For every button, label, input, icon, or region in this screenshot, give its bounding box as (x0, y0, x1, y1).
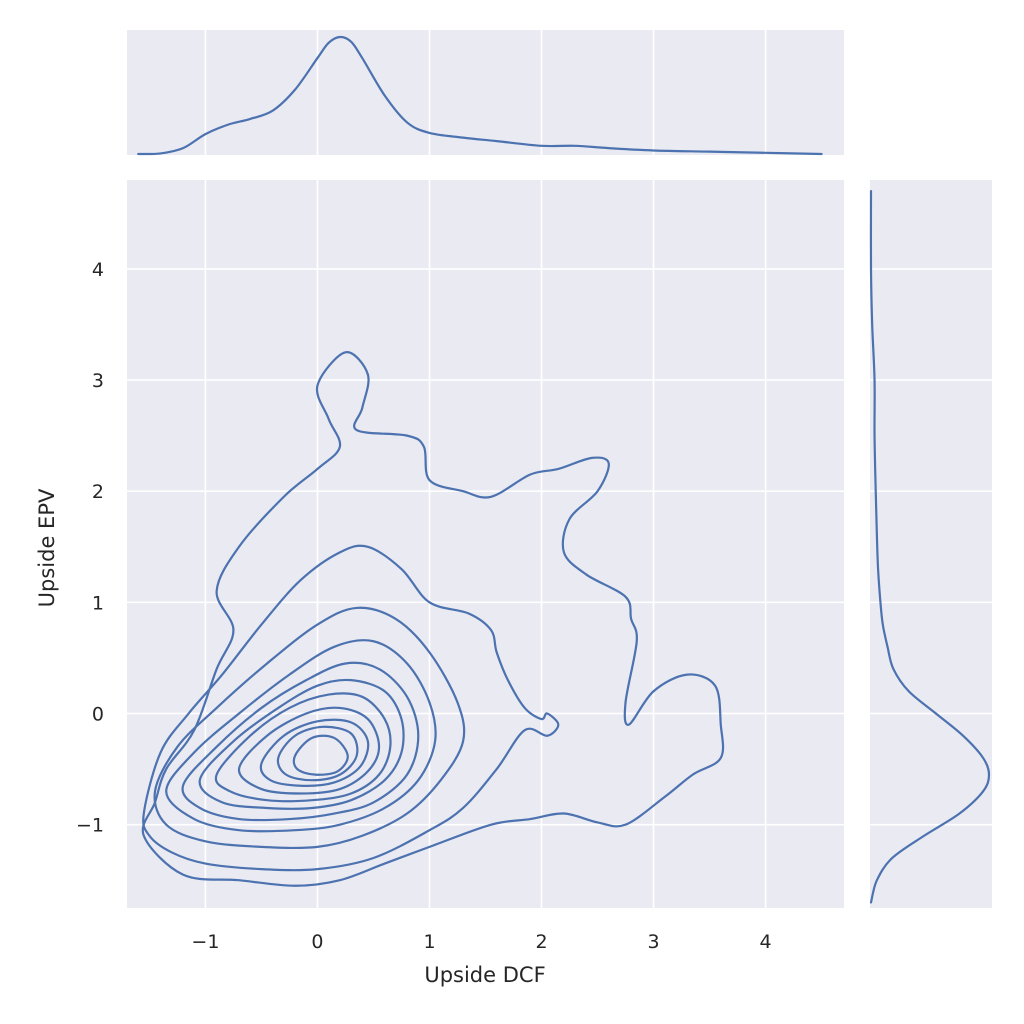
kde-contour-level-6 (198, 678, 405, 810)
main-plot-grid (127, 180, 844, 908)
y-axis-label: Upside EPV (35, 488, 59, 607)
kde-contour-level-5 (181, 661, 420, 822)
y-tick-label: −1 (76, 815, 104, 837)
x-tick-label: 2 (535, 931, 547, 953)
top-marginal-background (127, 30, 844, 155)
kde-contour-level-4 (165, 639, 437, 833)
x-axis-ticks: −1 0 1 2 3 4 (191, 931, 771, 953)
y-axis-ticks: −1 0 1 2 3 4 (76, 259, 104, 837)
kde-contour-level-9 (259, 718, 370, 787)
top-marginal-panel (127, 30, 844, 156)
x-tick-label: 3 (648, 931, 660, 953)
right-marginal-background (870, 180, 992, 908)
kde-contour-level-7 (214, 692, 392, 803)
y-tick-label: 4 (92, 259, 104, 281)
kde-contour-level-2 (142, 544, 560, 872)
kde-contour-level-10 (276, 725, 359, 782)
y-tick-label: 1 (92, 592, 104, 614)
kde-contour-level-8 (237, 706, 381, 795)
x-axis-label: Upside DCF (424, 963, 545, 987)
x-tick-label: 4 (760, 931, 772, 953)
main-panel (127, 180, 844, 908)
right-marginal-grid (870, 268, 992, 826)
y-tick-label: 0 (92, 703, 104, 725)
top-marginal-kde-curve (137, 35, 823, 156)
right-marginal-kde-curve (869, 190, 991, 904)
kde-contour-level-3 (153, 606, 466, 850)
x-tick-label: 0 (311, 931, 323, 953)
kde-contour-level-1 (141, 351, 725, 887)
y-tick-label: 2 (92, 481, 104, 503)
kde-contours (141, 351, 725, 887)
x-tick-label: −1 (191, 931, 219, 953)
kde-contour-level-11 (292, 734, 349, 776)
y-tick-label: 3 (92, 370, 104, 392)
main-plot-background (127, 180, 844, 908)
right-marginal-panel (869, 180, 992, 908)
x-tick-label: 1 (423, 931, 435, 953)
